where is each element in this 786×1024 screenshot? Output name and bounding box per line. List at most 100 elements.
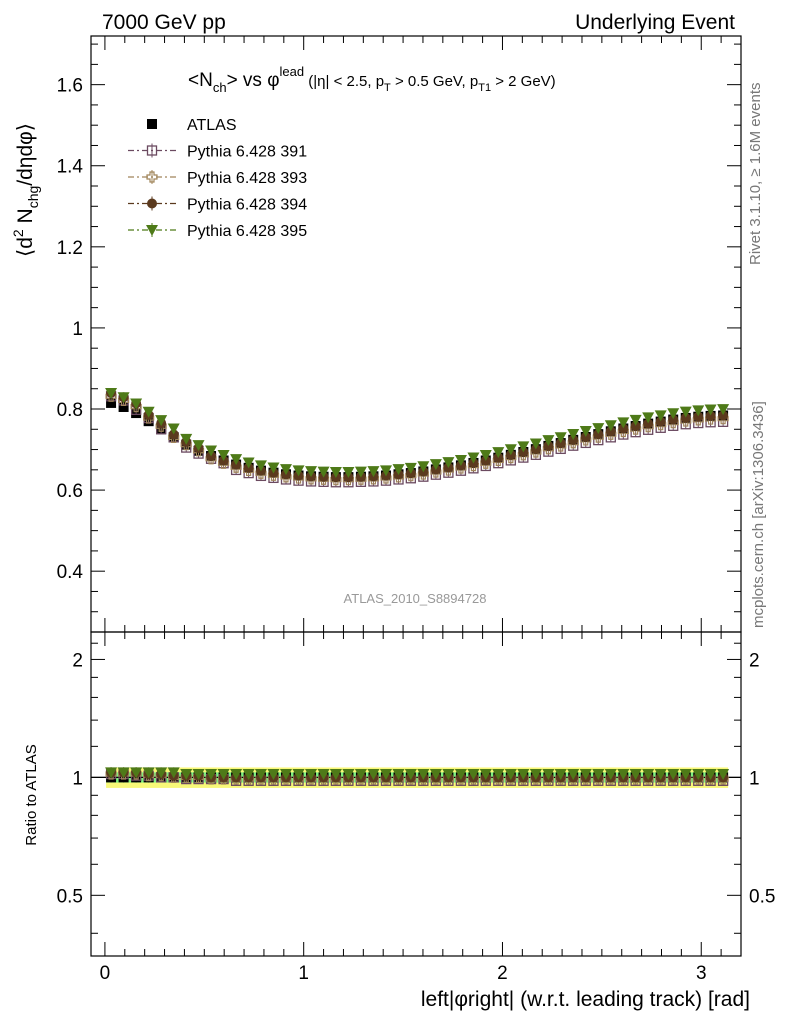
y-tick-label: 0.6 — [57, 481, 83, 502]
title-sub-a: ch — [213, 80, 227, 95]
data-point-pythia-6-428-395 — [342, 466, 355, 478]
data-point-pythia-6-428-395 — [230, 454, 243, 466]
legend-marker-pythia-6-428-395 — [146, 225, 158, 236]
data-point-pythia-6-428-395 — [367, 466, 380, 478]
data-point-pythia-6-428-395 — [142, 406, 155, 418]
x-tick-label: 1 — [298, 963, 309, 984]
ratio-point-pythia-6-428-395 — [692, 769, 705, 781]
data-point-pythia-6-428-395 — [329, 466, 342, 478]
ratio-point-pythia-6-428-395 — [105, 767, 118, 779]
ratio-data-points — [105, 767, 730, 786]
ratio-point-pythia-6-428-395 — [142, 767, 155, 779]
data-point-pythia-6-428-395 — [654, 410, 667, 422]
title-part-e: > 2 GeV) — [491, 73, 556, 90]
ratio-point-pythia-6-428-395 — [479, 769, 492, 781]
legend-marker-pythia-6-428-391 — [146, 145, 158, 156]
data-point-pythia-6-428-395 — [155, 415, 168, 427]
ratio-point-pythia-6-428-395 — [417, 769, 430, 781]
ratio-point-pythia-6-428-395 — [342, 769, 355, 781]
ylabel-part-b: N — [14, 208, 37, 229]
ylabel-part-a: ⟨d — [14, 237, 37, 257]
data-point-pythia-6-428-395 — [717, 404, 730, 416]
data-point-pythia-6-428-395 — [417, 461, 430, 473]
data-point-pythia-6-428-395 — [429, 459, 442, 471]
legend-label-pythia-6-428-391: Pythia 6.428 391 — [187, 144, 307, 161]
data-point-pythia-6-428-395 — [317, 466, 330, 478]
data-point-pythia-6-428-394 — [618, 423, 629, 434]
ratio-y-tick-label: 2 — [72, 650, 83, 671]
ratio-point-pythia-6-428-395 — [454, 769, 467, 781]
ratio-point-pythia-6-428-395 — [155, 767, 168, 779]
data-point-pythia-6-428-395 — [280, 464, 292, 476]
ratio-y-tick-label: 0.5 — [57, 886, 83, 907]
analysis-watermark: ATLAS_2010_S8894728 — [344, 591, 487, 606]
main-data-points — [105, 388, 730, 488]
ratio-point-pythia-6-428-395 — [717, 769, 730, 781]
ratio-point-pythia-6-428-395 — [317, 769, 330, 781]
ratio-point-pythia-6-428-395 — [217, 769, 230, 781]
ratio-point-pythia-6-428-395 — [280, 769, 292, 781]
x-tick-label: 0 — [100, 963, 111, 984]
ratio-point-pythia-6-428-395 — [529, 769, 542, 781]
title-part-c: (|η| < 2.5, p — [304, 73, 384, 90]
y-tick-label: 1.4 — [57, 157, 84, 178]
title-part-b: > vs φ — [227, 70, 280, 91]
ratio-point-pythia-6-428-395 — [542, 769, 555, 781]
header-right: Underlying Event — [575, 11, 735, 34]
ratio-y-tick-label-right: 0.5 — [749, 886, 775, 907]
legend: ATLAS Pythia 6.428 391 Pythia 6.428 393 Pyt… — [128, 117, 307, 240]
data-point-atlas — [118, 401, 129, 412]
legend-label-atlas: ATLAS — [187, 117, 237, 134]
title-sup-b: lead — [280, 64, 305, 79]
ratio-point-pythia-6-428-395 — [167, 767, 180, 779]
ratio-point-pythia-6-428-395 — [192, 769, 205, 781]
data-point-pythia-6-428-395 — [492, 447, 505, 459]
ratio-point-pythia-6-428-395 — [367, 769, 380, 781]
data-point-pythia-6-428-395 — [292, 465, 305, 477]
data-point-pythia-6-428-395 — [117, 392, 130, 404]
ratio-point-pythia-6-428-395 — [429, 769, 442, 781]
data-point-pythia-6-428-395 — [217, 450, 230, 462]
ylabel-part-c: /dηdφ⟩ — [14, 123, 37, 186]
data-point-pythia-6-428-395 — [467, 452, 480, 464]
data-point-pythia-6-428-395 — [392, 464, 405, 476]
data-point-pythia-6-428-394 — [605, 426, 616, 437]
ratio-point-pythia-6-428-395 — [467, 769, 480, 781]
ratio-point-pythia-6-428-395 — [679, 769, 692, 781]
ratio-point-pythia-6-428-395 — [292, 769, 305, 781]
data-point-pythia-6-428-394 — [630, 421, 641, 432]
data-point-pythia-6-428-395 — [579, 426, 592, 438]
ratio-point-pythia-6-428-395 — [392, 769, 405, 781]
data-point-pythia-6-428-395 — [267, 462, 280, 474]
data-point-pythia-6-428-395 — [305, 466, 318, 478]
data-point-pythia-6-428-395 — [105, 388, 118, 400]
data-point-pythia-6-428-395 — [604, 420, 617, 432]
data-point-pythia-6-428-395 — [130, 398, 143, 410]
ratio-point-pythia-6-428-395 — [642, 769, 655, 781]
data-point-pythia-6-428-395 — [205, 445, 218, 457]
legend-label-pythia-6-428-395: Pythia 6.428 395 — [187, 223, 307, 240]
data-point-pythia-6-428-395 — [567, 428, 580, 440]
y-tick-label: 1.6 — [57, 76, 83, 97]
legend-marker-atlas — [147, 119, 157, 129]
ratio-point-pythia-6-428-395 — [704, 769, 717, 781]
ratio-point-pythia-6-428-395 — [654, 769, 667, 781]
data-point-pythia-6-428-394 — [643, 418, 654, 429]
data-point-pythia-6-428-395 — [642, 412, 655, 424]
ratio-point-pythia-6-428-395 — [492, 769, 505, 781]
ratio-y-tick-label: 1 — [72, 768, 83, 789]
data-point-pythia-6-428-394 — [693, 411, 704, 422]
header-left: 7000 GeV pp — [102, 11, 226, 34]
data-point-pythia-6-428-395 — [180, 433, 193, 445]
data-point-pythia-6-428-395 — [354, 466, 367, 478]
axis-ticks — [91, 36, 741, 956]
data-point-pythia-6-428-395 — [617, 417, 630, 429]
mcplots-side-label: mcplots.cern.ch [arXiv:1306.3436] — [750, 401, 767, 628]
ratio-point-pythia-6-428-395 — [180, 769, 193, 781]
ratio-point-pythia-6-428-395 — [517, 769, 530, 781]
y-tick-label: 0.8 — [57, 400, 83, 421]
y-tick-label: 1 — [72, 319, 83, 340]
legend-marker-pythia-6-428-393 — [146, 171, 158, 183]
data-point-pythia-6-428-394 — [680, 412, 691, 423]
axis-tick-labels: 0.4 0.6 0.8 1 1.2 1.4 1.6 0.5 0.5 1 1 2 2 0 1 2 3 — [57, 76, 776, 984]
